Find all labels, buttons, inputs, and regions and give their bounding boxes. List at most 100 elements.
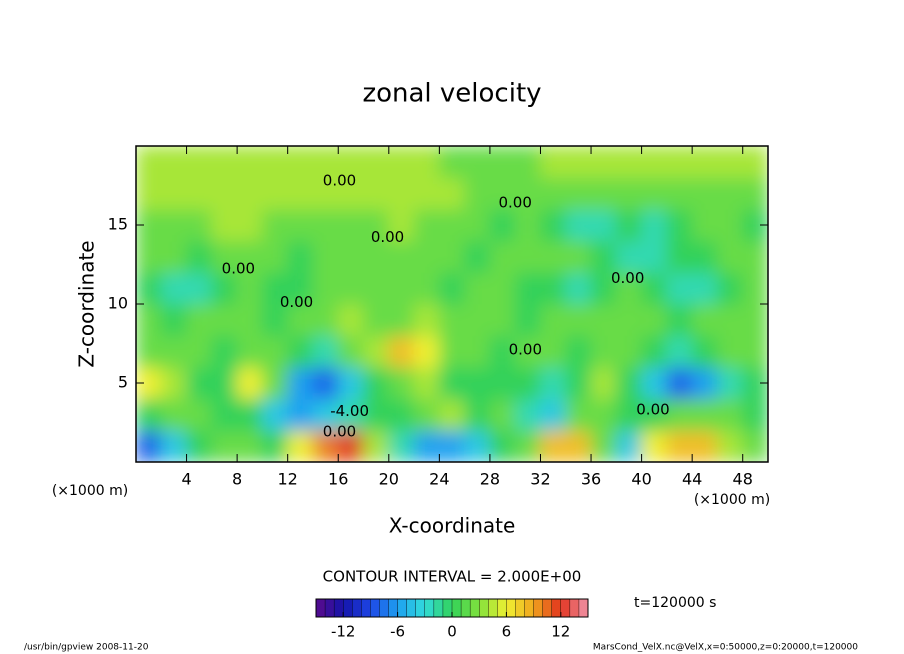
colorbar-cell <box>469 598 480 618</box>
field-cell <box>312 335 339 368</box>
x-tick-label: 40 <box>631 470 651 489</box>
field-cell <box>742 240 768 273</box>
field-cell <box>716 208 744 242</box>
colorbar-cell <box>488 598 498 618</box>
field-cell <box>641 429 668 462</box>
colorbar-cell <box>315 598 326 618</box>
field-cell <box>363 303 390 337</box>
field-cell <box>413 398 440 431</box>
field-cell <box>666 335 693 368</box>
field-cell <box>489 240 516 273</box>
field-cell <box>186 208 213 242</box>
field-cell <box>363 335 390 368</box>
field-cell <box>691 177 718 210</box>
field-cell <box>514 429 541 462</box>
field-cell <box>261 335 289 368</box>
field-cell <box>388 366 415 400</box>
field-cell <box>261 146 289 179</box>
field-cell <box>363 429 390 462</box>
field-cell <box>438 240 466 273</box>
field-cell <box>565 208 592 242</box>
field-cell <box>287 146 314 179</box>
field-cell <box>211 366 238 400</box>
colorbar-cell <box>352 598 362 618</box>
field-cell <box>565 335 592 368</box>
field-cell <box>590 303 617 337</box>
field-cell <box>666 429 693 462</box>
field-cell <box>489 177 516 210</box>
field-cell <box>666 208 693 242</box>
colorbar-cell <box>370 598 380 618</box>
x-tick-label: 32 <box>530 470 550 489</box>
field-cell <box>160 271 188 305</box>
field-cell <box>615 271 643 305</box>
field-cell <box>438 177 466 210</box>
colorbar-cell <box>451 598 462 618</box>
field-cell <box>716 303 744 337</box>
colorbar-cell <box>415 598 426 618</box>
field <box>136 146 768 462</box>
field-cell <box>489 303 516 337</box>
x-tick-label: 48 <box>733 470 753 489</box>
field-cell <box>337 398 365 431</box>
y-tick-label: 15 <box>108 215 128 234</box>
field-cell <box>287 208 314 242</box>
colorbar-cell <box>460 598 471 618</box>
field-cell <box>287 398 314 431</box>
colorbar-cell <box>551 598 562 618</box>
field-cell <box>691 240 718 273</box>
field-cell <box>287 240 314 273</box>
field-cell <box>388 240 415 273</box>
field-cell <box>691 366 718 400</box>
field-cell <box>388 146 415 179</box>
field-cell <box>539 335 567 368</box>
field-cell <box>363 398 390 431</box>
contour-label: 0.00 <box>636 400 669 418</box>
field-cell <box>565 177 592 210</box>
x-tick-label: 44 <box>682 470 702 489</box>
field-cell <box>413 177 440 210</box>
contour-label: 0.00 <box>509 340 542 358</box>
field-cell <box>539 429 567 462</box>
colorbar-cell <box>569 598 580 618</box>
colorbar-tick-label: 12 <box>551 623 570 641</box>
field-cell <box>539 208 567 242</box>
contour-interval: CONTOUR INTERVAL = 2.000E+00 <box>323 568 582 586</box>
y-tick-label: 5 <box>118 373 128 392</box>
field-cell <box>287 303 314 337</box>
field-cell <box>363 366 390 400</box>
footer-left: /usr/bin/gpview 2008-11-20 <box>24 643 149 653</box>
field-cell <box>590 429 617 462</box>
field-cell <box>236 429 263 462</box>
field-cell <box>615 429 643 462</box>
field-cell <box>666 303 693 337</box>
field-cells <box>136 146 768 462</box>
field-cell <box>641 146 668 179</box>
field-cell <box>312 271 339 305</box>
field-cell <box>136 271 162 305</box>
field-cell <box>489 146 516 179</box>
field-cell <box>160 146 188 179</box>
colorbar-cell <box>578 598 589 618</box>
field-cell <box>691 335 718 368</box>
field-cell <box>236 303 263 337</box>
field-cell <box>337 366 365 400</box>
field-cell <box>337 240 365 273</box>
field-cell <box>363 240 390 273</box>
field-cell <box>337 146 365 179</box>
field-cell <box>514 398 541 431</box>
colorbar-cell <box>515 598 526 618</box>
field-cell <box>716 240 744 273</box>
field-cell <box>489 429 516 462</box>
x-unit: (×1000 m) <box>694 492 770 508</box>
field-cell <box>590 335 617 368</box>
field-cell <box>186 303 213 337</box>
field-cell <box>136 429 162 462</box>
field-cell <box>565 146 592 179</box>
contour-label: 0.00 <box>280 293 313 311</box>
field-cell <box>312 366 339 400</box>
chart-title: zonal velocity <box>362 79 541 109</box>
field-cell <box>236 366 263 400</box>
time-label: t=120000 s <box>634 595 716 611</box>
colorbar-cell <box>542 598 553 618</box>
